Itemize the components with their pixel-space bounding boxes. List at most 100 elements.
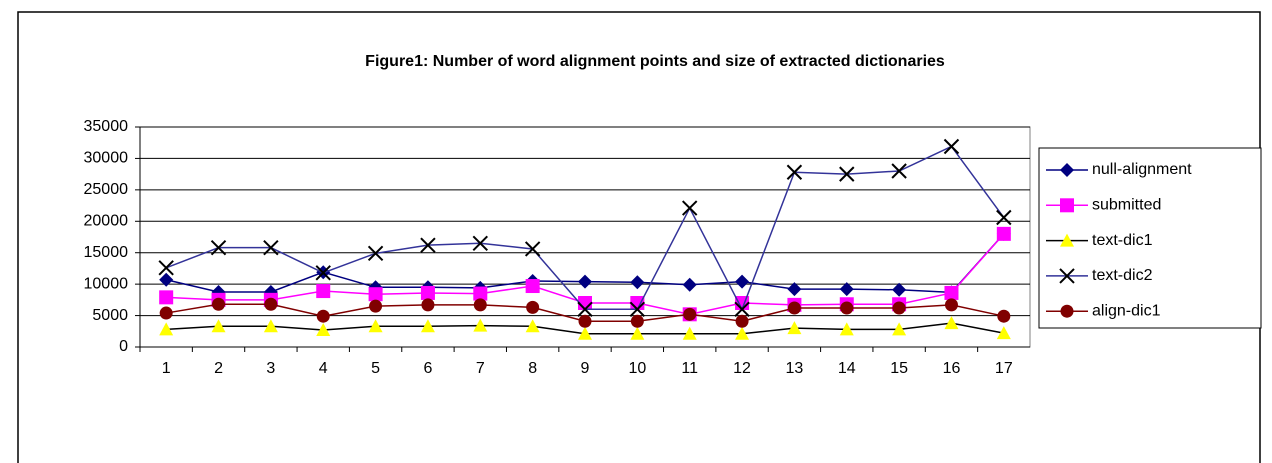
marker (1060, 304, 1074, 318)
y-tick-label: 30000 (84, 150, 129, 167)
marker (315, 265, 331, 281)
x-tick-label: 6 (423, 360, 432, 377)
x-tick-label: 2 (214, 360, 223, 377)
x-tick-label: 11 (681, 360, 698, 377)
x-tick-label: 5 (371, 360, 380, 377)
x-tick-label: 14 (838, 360, 856, 377)
y-tick-label: 25000 (84, 181, 129, 198)
x-tick-label: 3 (266, 360, 275, 377)
marker (839, 282, 854, 297)
marker (944, 316, 959, 330)
marker (211, 319, 226, 333)
x-tick-label: 12 (733, 360, 751, 377)
marker (159, 322, 174, 336)
marker (839, 322, 854, 336)
marker (420, 285, 435, 300)
marker (420, 319, 435, 333)
marker (787, 282, 802, 297)
plot-area (139, 126, 1031, 348)
legend-label: text-dic1 (1092, 232, 1153, 249)
marker (526, 300, 540, 314)
marker (787, 301, 801, 315)
marker (630, 275, 645, 290)
marker (369, 299, 383, 313)
marker (473, 286, 488, 301)
x-tick-label: 13 (786, 360, 804, 377)
marker (1060, 198, 1074, 213)
marker (630, 326, 645, 340)
marker (682, 277, 697, 292)
marker (943, 138, 960, 155)
marker (735, 274, 750, 289)
marker (264, 297, 278, 311)
marker (682, 326, 697, 340)
chart-title: Figure1: Number of word alignment points… (365, 53, 945, 70)
marker (577, 301, 593, 317)
y-tick-label: 35000 (84, 118, 129, 135)
marker (316, 309, 330, 323)
y-tick-label: 15000 (84, 244, 129, 261)
marker (1059, 268, 1075, 284)
legend-label: null-alignment (1092, 161, 1192, 178)
marker (159, 290, 174, 305)
marker (734, 301, 750, 317)
marker (525, 279, 540, 294)
x-tick-label: 10 (628, 360, 646, 377)
y-tick-label: 5000 (92, 307, 128, 324)
marker (735, 314, 749, 328)
marker (892, 282, 907, 297)
marker (786, 164, 803, 180)
y-tick-label: 20000 (84, 213, 129, 230)
marker (996, 209, 1012, 226)
marker (367, 245, 384, 262)
legend-label: text-dic2 (1092, 267, 1153, 284)
marker (997, 309, 1011, 323)
marker (996, 326, 1011, 340)
marker (839, 166, 855, 182)
marker (735, 326, 750, 340)
marker (316, 284, 331, 299)
x-tick-label: 9 (581, 360, 590, 377)
marker (1060, 163, 1074, 177)
marker (944, 298, 958, 312)
marker (681, 200, 698, 216)
x-tick-label: 7 (476, 360, 485, 377)
x-tick-label: 4 (319, 360, 328, 377)
x-tick-label: 16 (943, 360, 961, 377)
marker (263, 319, 278, 333)
marker (212, 297, 226, 311)
marker (525, 319, 540, 333)
marker (683, 307, 697, 321)
x-tick-label: 17 (995, 360, 1013, 377)
marker (368, 287, 383, 302)
marker (472, 235, 489, 251)
legend-label: align-dic1 (1092, 302, 1161, 319)
marker (629, 301, 646, 317)
marker (263, 239, 279, 256)
marker (473, 298, 487, 312)
marker (420, 237, 436, 253)
x-tick-label: 8 (528, 360, 537, 377)
marker (996, 226, 1011, 241)
legend (1038, 147, 1262, 329)
marker (473, 318, 488, 332)
marker (787, 321, 802, 335)
marker (578, 326, 592, 340)
marker (840, 301, 854, 315)
marker (421, 298, 435, 312)
marker (578, 274, 592, 289)
marker (368, 319, 383, 333)
marker (944, 285, 959, 300)
marker (159, 306, 173, 320)
marker (891, 163, 907, 179)
marker (524, 241, 541, 257)
marker (630, 314, 644, 328)
legend-label: submitted (1092, 197, 1161, 214)
marker (159, 272, 174, 287)
marker (578, 314, 592, 328)
marker (316, 323, 331, 337)
marker (1060, 233, 1074, 247)
marker (210, 239, 227, 256)
